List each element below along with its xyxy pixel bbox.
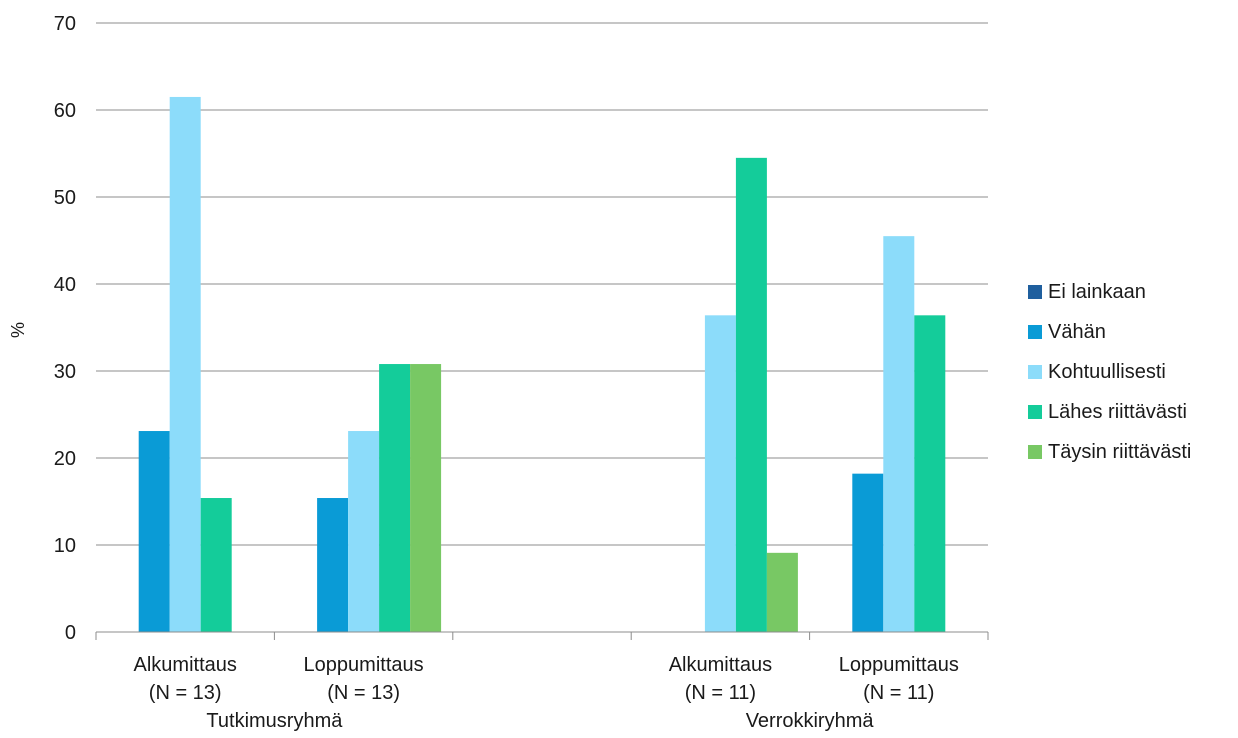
y-tick-label: 60 xyxy=(54,100,76,122)
legend-label: Ei lainkaan xyxy=(1048,280,1146,303)
bars xyxy=(138,96,946,632)
legend-item: Täysin riittävästi xyxy=(1028,432,1191,472)
bar-kohtuullisesti-3 xyxy=(704,315,736,632)
bar-t-ysin-riitt-v-sti-3 xyxy=(766,552,798,632)
legend-item: Vähän xyxy=(1028,312,1191,352)
y-tick-label: 30 xyxy=(54,361,76,383)
bar-v-h-n-0 xyxy=(138,431,170,632)
legend-swatch xyxy=(1028,365,1042,379)
group-label: Verrokkiryhmä xyxy=(746,710,875,732)
x-axis-group-labels: Tutkimusryhmä Verrokkiryhmä xyxy=(206,710,874,732)
group-label: Tutkimusryhmä xyxy=(206,710,343,732)
category-sublabel: (N = 13) xyxy=(149,682,222,704)
legend-swatch xyxy=(1028,325,1042,339)
bar-kohtuullisesti-1 xyxy=(348,431,380,632)
bar-v-h-n-1 xyxy=(317,498,349,632)
legend-label: Täysin riittävästi xyxy=(1048,440,1192,463)
category-label: Loppumittaus xyxy=(304,654,424,676)
legend: Ei lainkaan Vähän Kohtuullisesti Lähes riit… xyxy=(1028,272,1191,472)
y-tick-label: 70 xyxy=(54,13,76,35)
legend-item: Kohtuullisesti xyxy=(1028,352,1191,392)
y-tick-label: 0 xyxy=(65,622,76,644)
category-label: Alkumittaus xyxy=(669,654,772,676)
category-sublabel: (N = 11) xyxy=(863,682,934,704)
y-tick-label: 20 xyxy=(54,448,76,470)
y-axis-tick-labels: 0 10 20 30 40 50 60 70 xyxy=(54,13,76,644)
bar-t-ysin-riitt-v-sti-1 xyxy=(410,364,442,632)
bar-l-hes-riitt-v-sti-3 xyxy=(735,157,767,632)
y-tick-label: 40 xyxy=(54,274,76,296)
legend-item: Ei lainkaan xyxy=(1028,272,1191,312)
category-label: Alkumittaus xyxy=(134,654,237,676)
bar-kohtuullisesti-4 xyxy=(883,236,915,632)
y-tick-label: 10 xyxy=(54,535,76,557)
y-tick-label: 50 xyxy=(54,187,76,209)
bar-v-h-n-4 xyxy=(852,473,884,632)
bar-kohtuullisesti-0 xyxy=(169,96,201,632)
legend-label: Vähän xyxy=(1048,320,1106,343)
legend-label: Kohtuullisesti xyxy=(1048,360,1166,383)
bar-l-hes-riitt-v-sti-1 xyxy=(379,364,411,632)
bar-l-hes-riitt-v-sti-4 xyxy=(914,315,946,632)
category-sublabel: (N = 11) xyxy=(685,682,756,704)
legend-swatch xyxy=(1028,445,1042,459)
legend-label: Lähes riittävästi xyxy=(1048,400,1187,423)
gridlines xyxy=(96,22,988,546)
x-axis xyxy=(95,631,989,640)
y-axis-label: % xyxy=(8,322,28,338)
bar-l-hes-riitt-v-sti-0 xyxy=(200,498,232,632)
legend-swatch xyxy=(1028,285,1042,299)
legend-item: Lähes riittävästi xyxy=(1028,392,1191,432)
legend-swatch xyxy=(1028,405,1042,419)
category-label: Loppumittaus xyxy=(839,654,959,676)
category-sublabel: (N = 13) xyxy=(327,682,400,704)
x-axis-category-labels: Alkumittaus (N = 13) Loppumittaus (N = 13) A… xyxy=(134,654,959,704)
